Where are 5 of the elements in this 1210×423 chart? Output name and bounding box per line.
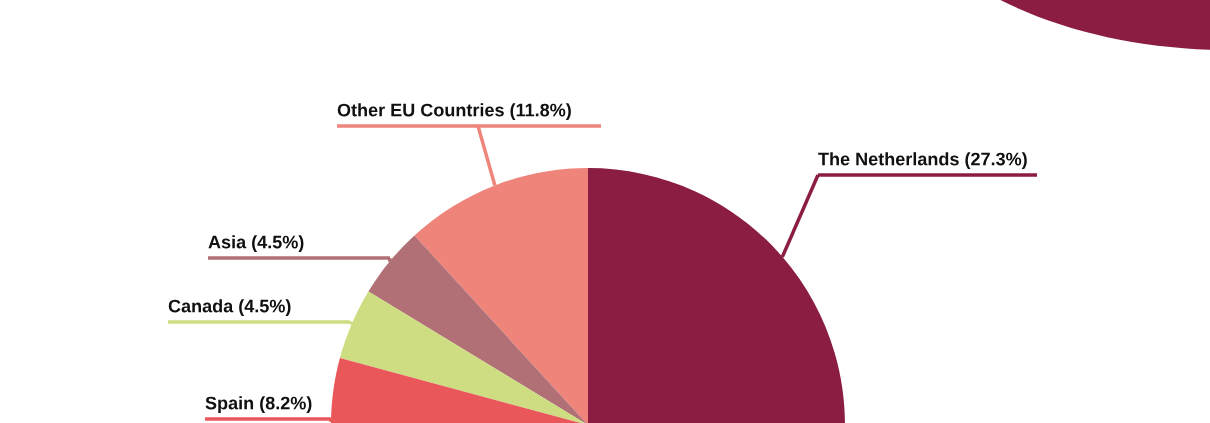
- slice-label: Canada (4.5%): [168, 299, 291, 316]
- slice-label: Spain (8.2%): [205, 396, 312, 413]
- slice-label: The Netherlands (27.3%): [818, 152, 1027, 169]
- slice-label: Other EU Countries (11.8%): [337, 103, 571, 120]
- slice-label: Asia (4.5%): [208, 235, 304, 252]
